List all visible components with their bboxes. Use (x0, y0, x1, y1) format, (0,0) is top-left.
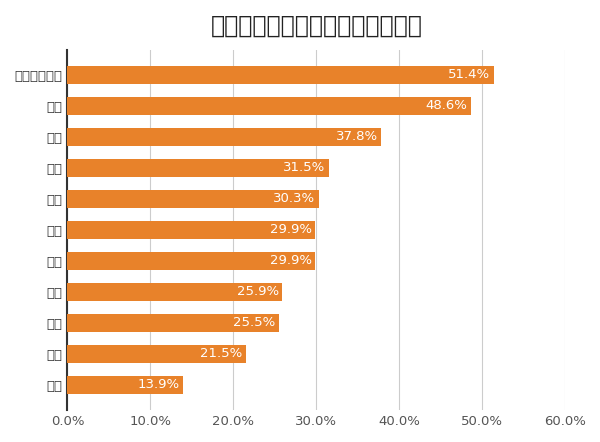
Text: 29.9%: 29.9% (270, 255, 312, 267)
Text: 13.9%: 13.9% (137, 378, 179, 391)
Text: 25.9%: 25.9% (237, 286, 279, 298)
Text: 30.3%: 30.3% (274, 192, 316, 206)
Bar (67, 345, 246, 363)
Bar (67, 376, 183, 394)
Bar (67, 128, 381, 146)
Text: 21.5%: 21.5% (200, 347, 242, 360)
Text: 48.6%: 48.6% (425, 99, 467, 112)
Bar (67, 190, 319, 208)
Text: 29.9%: 29.9% (270, 223, 312, 236)
Bar (67, 314, 279, 332)
Bar (67, 252, 316, 270)
Title: 仕事を通じて解決したい社会課題: 仕事を通じて解決したい社会課題 (211, 14, 422, 38)
Text: 51.4%: 51.4% (448, 69, 491, 81)
Text: 37.8%: 37.8% (335, 130, 377, 143)
Bar (67, 97, 470, 115)
Bar (67, 221, 316, 239)
Text: 31.5%: 31.5% (283, 161, 325, 175)
Text: 25.5%: 25.5% (233, 316, 275, 329)
Bar (67, 66, 494, 84)
Bar (67, 159, 329, 177)
Bar (67, 283, 282, 301)
